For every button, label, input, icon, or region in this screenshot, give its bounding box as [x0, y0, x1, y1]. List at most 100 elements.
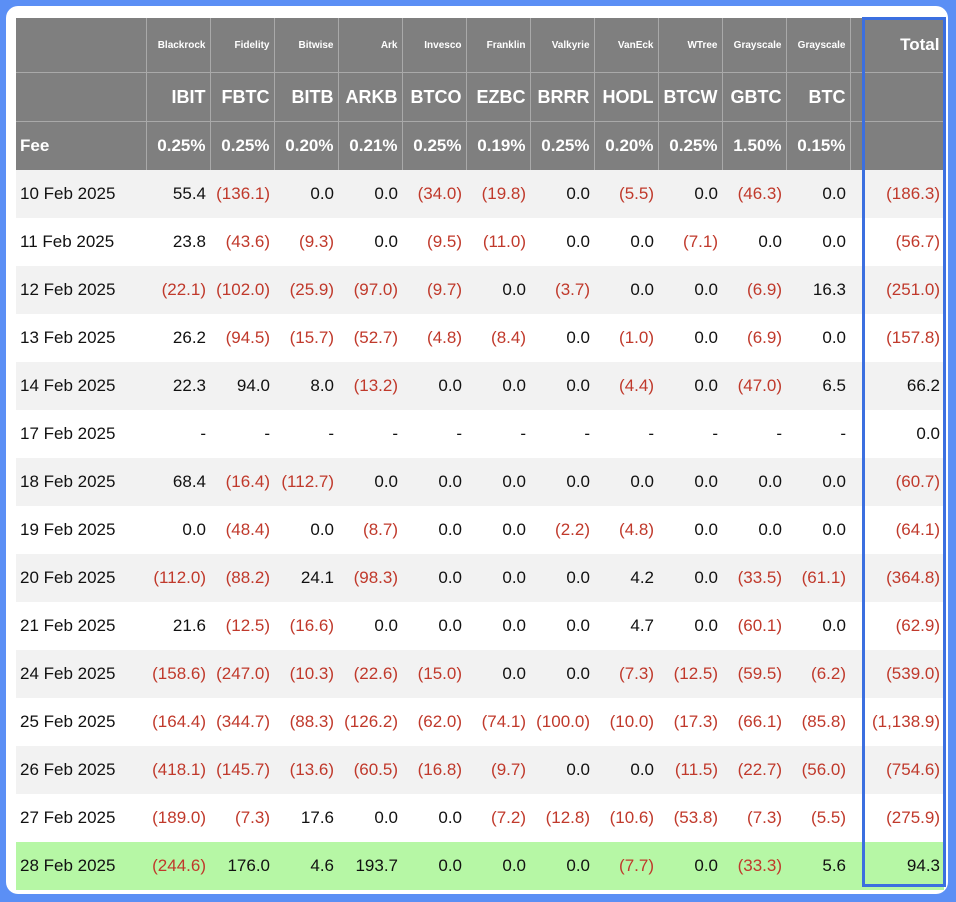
issuer-header: Valkyrie [530, 18, 595, 73]
flow-cell: (22.1) [146, 266, 210, 314]
date-cell: 28 Feb 2025 [16, 842, 146, 890]
flow-cell: 94.0 [210, 362, 274, 410]
flow-cell: (9.3) [274, 218, 338, 266]
date-cell: 18 Feb 2025 [16, 458, 146, 506]
issuer-header: Ark [338, 18, 403, 73]
issuer-row: Blackrock Fidelity Bitwise Ark Invesco Frankl… [16, 18, 945, 73]
table-row: 19 Feb 2025 0.0 (48.4) 0.0 (8.7) 0.0 0.0 (2.2)(… [16, 506, 944, 554]
flow-cell: (94.5) [210, 314, 274, 362]
total-cell: (62.9) [850, 602, 944, 650]
table-row: 21 Feb 2025 21.6 (12.5) (16.6) 0.0 0.0 0.0 0.0 4… [16, 602, 944, 650]
flow-cell: (60.5) [338, 746, 402, 794]
flow-cell: 0.0 [530, 746, 594, 794]
flow-cell: 0.0 [402, 362, 466, 410]
flow-cell: (22.7) [722, 746, 786, 794]
flow-cell: (10.0) [594, 698, 658, 746]
flow-cell: 0.0 [402, 554, 466, 602]
table-row: 20 Feb 2025 (112.0) (88.2) 24.1 (98.3) 0.0 0.0… [16, 554, 944, 602]
flow-cell: (56.0) [786, 746, 850, 794]
flow-cell: 0.0 [658, 602, 722, 650]
flow-cell: 0.0 [338, 218, 402, 266]
flow-cell: (9.5) [402, 218, 466, 266]
table-row: 11 Feb 2025 23.8 (43.6) (9.3) 0.0 (9.5) (11.0)… [16, 218, 944, 266]
total-cell: 0.0 [850, 410, 944, 458]
flow-cell: (88.3) [274, 698, 338, 746]
flow-cell: (126.2) [338, 698, 402, 746]
flow-cell: (7.7) [594, 842, 658, 890]
flow-cell: 26.2 [146, 314, 210, 362]
flow-cell: 0.0 [530, 554, 594, 602]
flow-cell: 0.0 [530, 650, 594, 698]
date-cell: 19 Feb 2025 [16, 506, 146, 554]
flow-cell: (136.1) [210, 170, 274, 218]
flow-cell: 0.0 [274, 506, 338, 554]
flow-cell: (158.6) [146, 650, 210, 698]
flow-cell: (6.2) [786, 650, 850, 698]
flow-cell: (112.0) [146, 554, 210, 602]
flow-cell: 0.0 [658, 362, 722, 410]
flow-cell: (52.7) [338, 314, 402, 362]
flow-cell: 0.0 [530, 218, 594, 266]
flow-cell: (47.0) [722, 362, 786, 410]
flow-cell: 24.1 [274, 554, 338, 602]
flow-cell: (85.8) [786, 698, 850, 746]
flow-cell: (112.7) [274, 458, 338, 506]
flow-cell: (88.2) [210, 554, 274, 602]
total-cell: 94.3 [850, 842, 944, 890]
ticker-header: BRRR [530, 72, 595, 122]
fee-cell: 0.25% [146, 121, 211, 170]
flow-cell: - [594, 410, 658, 458]
flow-cell: 0.0 [466, 458, 530, 506]
flow-cell: (10.3) [274, 650, 338, 698]
flow-cell: 0.0 [402, 794, 466, 842]
ticker-header: ARKB [338, 72, 403, 122]
flow-cell: (4.4) [594, 362, 658, 410]
flow-cell: (62.0) [402, 698, 466, 746]
flow-cell: (98.3) [338, 554, 402, 602]
table-header: Blackrock Fidelity Bitwise Ark Invesco Frankl… [16, 18, 945, 170]
flow-cell: (7.1) [658, 218, 722, 266]
flow-cell: 0.0 [530, 602, 594, 650]
flow-cell: (5.5) [594, 170, 658, 218]
issuer-header: WTree [658, 18, 723, 73]
flow-cell: 0.0 [466, 362, 530, 410]
flow-cell: (19.8) [466, 170, 530, 218]
total-cell: (157.8) [850, 314, 944, 362]
total-cell: 66.2 [850, 362, 944, 410]
fee-label: Fee [16, 121, 147, 170]
flow-cell: (5.5) [786, 794, 850, 842]
date-cell: 24 Feb 2025 [16, 650, 146, 698]
flow-cell: 176.0 [210, 842, 274, 890]
flow-cell: 0.0 [786, 170, 850, 218]
fee-cell: 0.25% [210, 121, 275, 170]
flow-cell: - [402, 410, 466, 458]
flow-cell: 0.0 [466, 602, 530, 650]
flow-cell: (46.3) [722, 170, 786, 218]
table-row: 12 Feb 2025 (22.1) (102.0) (25.9) (97.0) (9.7… [16, 266, 944, 314]
flow-cell: 0.0 [466, 554, 530, 602]
ticker-header: BTCO [402, 72, 467, 122]
fee-cell: 0.15% [786, 121, 851, 170]
flow-cell: (7.3) [594, 650, 658, 698]
date-cell: 17 Feb 2025 [16, 410, 146, 458]
table-row: 25 Feb 2025 (164.4) (344.7) (88.3) (126.2) (6… [16, 698, 944, 746]
flow-cell: (102.0) [210, 266, 274, 314]
flow-cell: (164.4) [146, 698, 210, 746]
flow-cell: (43.6) [210, 218, 274, 266]
flow-cell: (2.2) [530, 506, 594, 554]
flow-cell: 4.7 [594, 602, 658, 650]
ticker-header: GBTC [722, 72, 787, 122]
total-header: Total [850, 18, 945, 73]
flow-cell: (13.6) [274, 746, 338, 794]
fee-cell: 0.25% [530, 121, 595, 170]
date-cell: 25 Feb 2025 [16, 698, 146, 746]
flow-cell: 0.0 [786, 458, 850, 506]
flow-cell: 6.5 [786, 362, 850, 410]
issuer-header: Blackrock [146, 18, 211, 73]
flow-cell: - [658, 410, 722, 458]
flow-cell: 22.3 [146, 362, 210, 410]
fee-cell: 0.19% [466, 121, 531, 170]
table-row: 17 Feb 2025- - - - - - - - - - -0.0 [16, 410, 944, 458]
total-cell: (64.1) [850, 506, 944, 554]
flow-cell: (16.4) [210, 458, 274, 506]
